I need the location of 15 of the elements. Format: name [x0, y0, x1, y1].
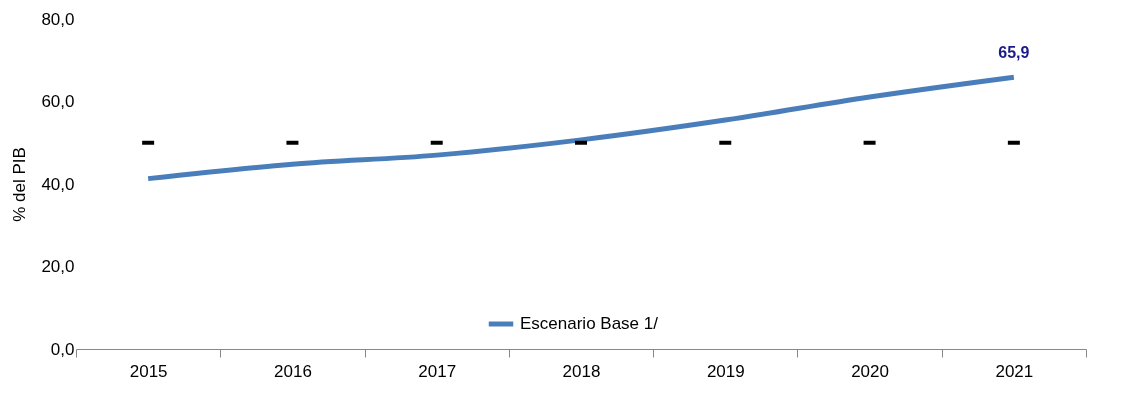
x-tick-label: 2017 [418, 361, 457, 381]
x-tick-label: 2019 [706, 361, 745, 381]
y-tick-label: 60,0 [41, 92, 75, 111]
y-tick-label: 20,0 [41, 257, 75, 276]
x-tick-label: 2016 [274, 361, 312, 381]
data-label: 65,9 [998, 44, 1030, 62]
legend-label: Escenario Base 1/ [520, 314, 659, 333]
y-tick-label: 0,0 [50, 339, 75, 359]
y-tick-label: 80,0 [41, 9, 75, 29]
x-tick-label: 2015 [129, 361, 168, 381]
x-tick-label: 2020 [851, 361, 889, 381]
y-tick-label: 40,0 [41, 174, 75, 194]
y-axis-title: % del PIB [10, 147, 30, 222]
x-tick-label: 2021 [995, 361, 1034, 381]
x-tick-label: 2018 [562, 361, 601, 381]
